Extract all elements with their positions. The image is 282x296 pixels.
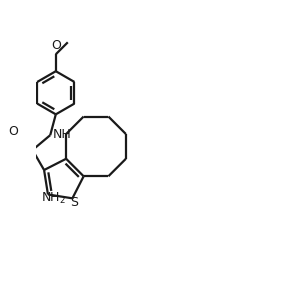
Text: O: O	[8, 125, 18, 138]
Text: NH$_2$: NH$_2$	[41, 191, 66, 206]
Text: S: S	[70, 196, 78, 209]
Text: NH: NH	[52, 128, 71, 141]
Text: O: O	[51, 39, 61, 52]
